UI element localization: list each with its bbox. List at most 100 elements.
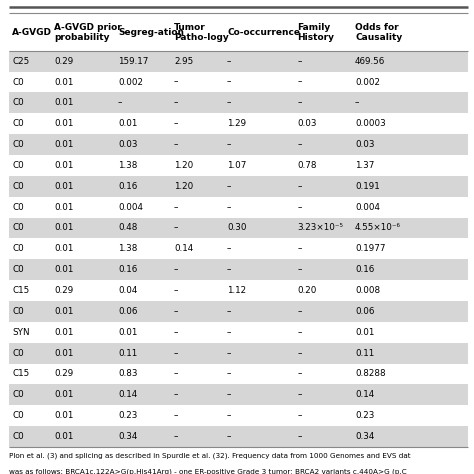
Text: –: – [297, 203, 301, 211]
Text: –: – [174, 307, 178, 316]
Text: 0.11: 0.11 [118, 349, 137, 357]
Text: –: – [297, 432, 301, 441]
Text: –: – [297, 307, 301, 316]
Text: 0.01: 0.01 [118, 328, 137, 337]
Text: 0.11: 0.11 [355, 349, 374, 357]
Bar [9, 51, 468, 72]
Text: –: – [227, 203, 231, 211]
Text: –: – [174, 286, 178, 295]
Text: C0: C0 [12, 265, 24, 274]
Text: –: – [227, 411, 231, 420]
Bar [9, 155, 468, 176]
Text: 0.03: 0.03 [297, 119, 317, 128]
Text: Segreg-ation: Segreg-ation [118, 28, 184, 36]
Text: –: – [174, 328, 178, 337]
Text: 0.03: 0.03 [355, 140, 374, 149]
Text: –: – [227, 391, 231, 399]
Text: 0.01: 0.01 [54, 349, 73, 357]
Text: –: – [174, 78, 178, 86]
Text: 0.004: 0.004 [118, 203, 143, 211]
Text: C0: C0 [12, 349, 24, 357]
Text: 1.29: 1.29 [227, 119, 246, 128]
Text: 3.23×10⁻⁵: 3.23×10⁻⁵ [297, 224, 343, 232]
Text: 0.01: 0.01 [54, 182, 73, 191]
Text: 0.008: 0.008 [355, 286, 380, 295]
Text: 0.01: 0.01 [118, 119, 137, 128]
Text: 0.29: 0.29 [54, 286, 73, 295]
Text: 0.06: 0.06 [118, 307, 137, 316]
Text: 0.01: 0.01 [54, 328, 73, 337]
Text: 0.01: 0.01 [54, 140, 73, 149]
Text: 2.95: 2.95 [174, 57, 193, 65]
Bar [9, 322, 468, 343]
Text: –: – [297, 140, 301, 149]
Text: –: – [297, 411, 301, 420]
Bar [9, 176, 468, 197]
Text: 0.01: 0.01 [54, 265, 73, 274]
Bar [9, 72, 468, 92]
Text: 0.16: 0.16 [118, 182, 137, 191]
Text: 1.12: 1.12 [227, 286, 246, 295]
Bar [9, 384, 468, 405]
Text: 0.01: 0.01 [54, 99, 73, 107]
Text: Odds for
Causality: Odds for Causality [355, 23, 402, 42]
Text: 0.01: 0.01 [355, 328, 374, 337]
Text: 0.01: 0.01 [54, 78, 73, 86]
Text: –: – [174, 203, 178, 211]
Text: –: – [227, 182, 231, 191]
Text: 0.14: 0.14 [174, 245, 193, 253]
Text: 0.16: 0.16 [118, 265, 137, 274]
Text: 0.01: 0.01 [54, 119, 73, 128]
Text: –: – [227, 245, 231, 253]
Text: –: – [227, 140, 231, 149]
Text: 0.1977: 0.1977 [355, 245, 385, 253]
Text: 0.34: 0.34 [355, 432, 374, 441]
Text: Tumor
Patho-logy: Tumor Patho-logy [174, 23, 229, 42]
Text: –: – [227, 265, 231, 274]
Text: 0.20: 0.20 [297, 286, 317, 295]
Text: –: – [227, 78, 231, 86]
Text: C15: C15 [12, 286, 29, 295]
Text: 0.48: 0.48 [118, 224, 137, 232]
Text: –: – [227, 349, 231, 357]
Text: C15: C15 [12, 370, 29, 378]
Text: C0: C0 [12, 161, 24, 170]
Text: –: – [227, 370, 231, 378]
Text: A-GVGD prior
probability: A-GVGD prior probability [54, 23, 122, 42]
Text: –: – [174, 349, 178, 357]
Bar [9, 92, 468, 113]
Text: 0.30: 0.30 [227, 224, 246, 232]
Text: –: – [227, 99, 231, 107]
Text: 0.29: 0.29 [54, 57, 73, 65]
Text: 1.20: 1.20 [174, 161, 193, 170]
Text: 0.29: 0.29 [54, 370, 73, 378]
Text: 0.01: 0.01 [54, 203, 73, 211]
Text: SYN: SYN [12, 328, 30, 337]
Text: 0.002: 0.002 [355, 78, 380, 86]
Text: 0.01: 0.01 [54, 411, 73, 420]
Text: –: – [227, 328, 231, 337]
Text: A-GVGD: A-GVGD [12, 28, 52, 36]
Text: 1.38: 1.38 [118, 245, 137, 253]
Text: –: – [174, 411, 178, 420]
Text: C0: C0 [12, 245, 24, 253]
Text: –: – [297, 245, 301, 253]
Text: –: – [118, 99, 122, 107]
Text: –: – [174, 391, 178, 399]
Text: 1.37: 1.37 [355, 161, 374, 170]
Text: 0.06: 0.06 [355, 307, 374, 316]
Text: 0.78: 0.78 [297, 161, 317, 170]
Text: 1.38: 1.38 [118, 161, 137, 170]
Text: 0.14: 0.14 [118, 391, 137, 399]
Text: 0.01: 0.01 [54, 391, 73, 399]
Text: –: – [174, 119, 178, 128]
Text: C25: C25 [12, 57, 29, 65]
Text: Co-occurrence: Co-occurrence [227, 28, 300, 36]
Text: 0.23: 0.23 [118, 411, 137, 420]
Text: 0.002: 0.002 [118, 78, 143, 86]
Text: 0.01: 0.01 [54, 245, 73, 253]
Text: Plon et al. (3) and splicing as described in Spurdle et al. (32). Frequency data: Plon et al. (3) and splicing as describe… [9, 453, 410, 459]
Text: –: – [297, 78, 301, 86]
Text: C0: C0 [12, 119, 24, 128]
Text: C0: C0 [12, 307, 24, 316]
